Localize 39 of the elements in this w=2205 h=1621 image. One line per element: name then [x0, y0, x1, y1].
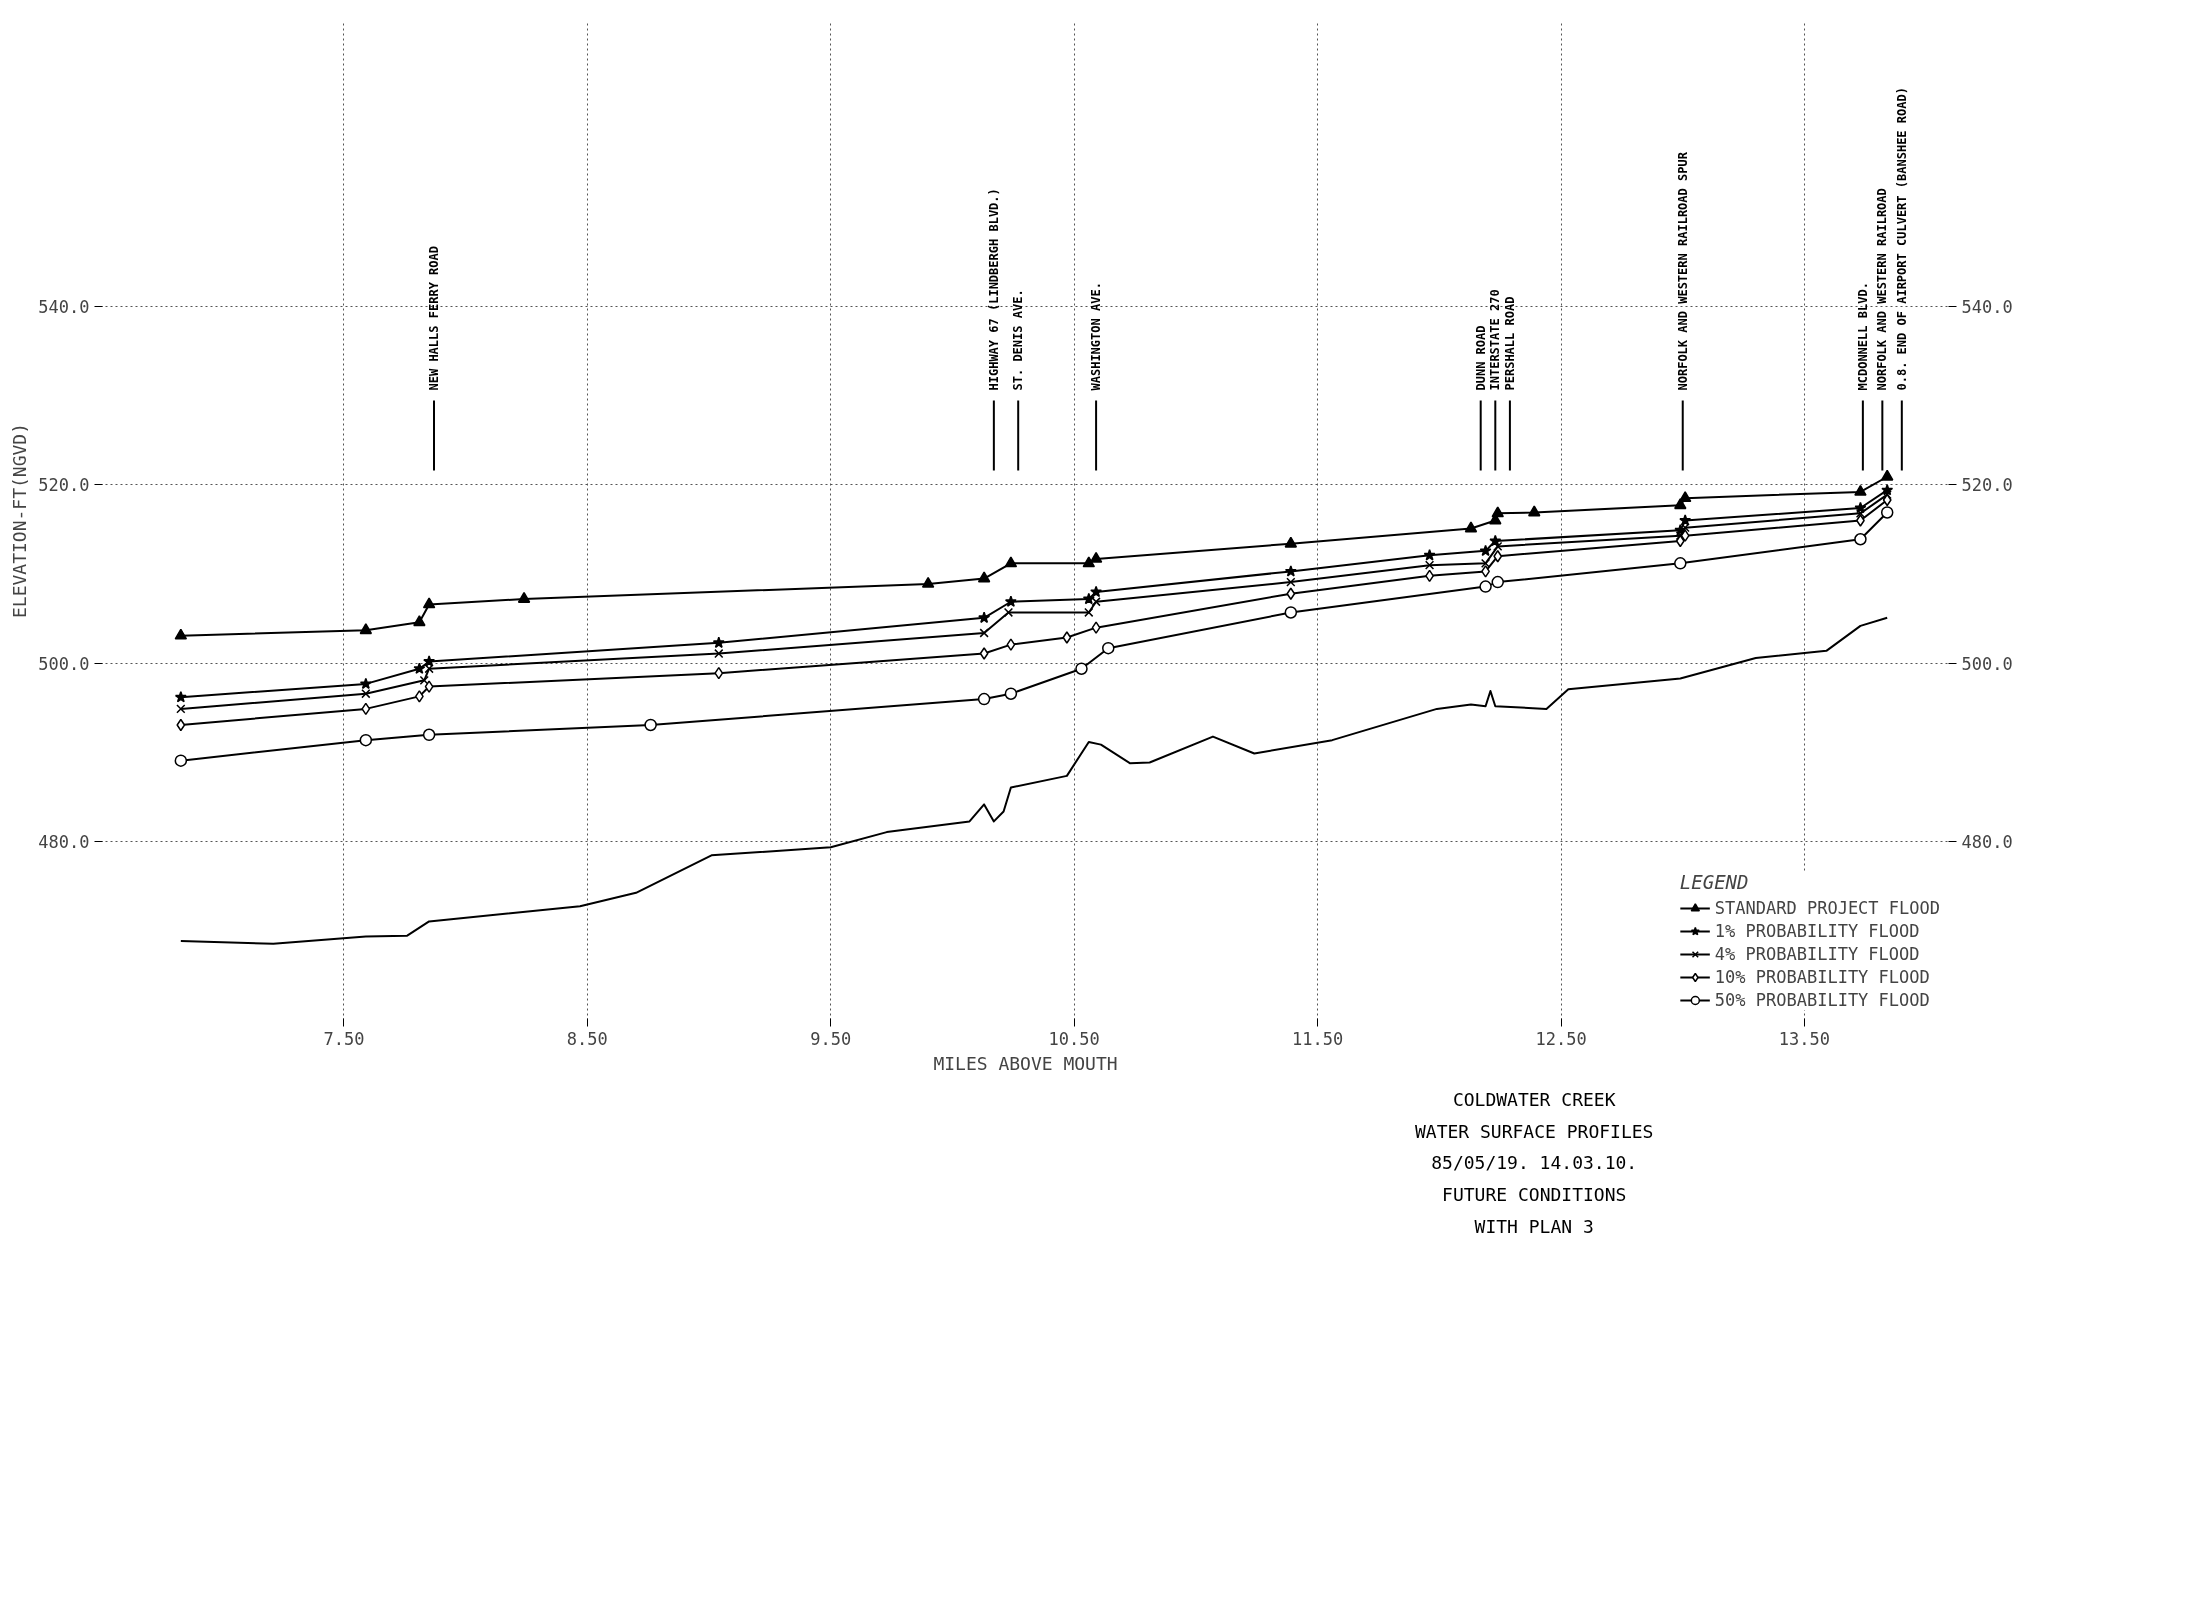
- x-tick-label: 8.50: [566, 1028, 608, 1049]
- x-tick-label: 12.50: [1535, 1028, 1587, 1049]
- x-tick-label: 7.50: [323, 1028, 365, 1049]
- ref-line-label: NEW HALLS FERRY ROAD: [426, 246, 441, 391]
- text: WITH PLAN 3: [1473, 1214, 1595, 1239]
- ref-line-label: PERSHALL ROAD: [1502, 296, 1517, 391]
- x-tick-label: 9.50: [810, 1028, 852, 1049]
- ref-line-label: NORFOLK AND WESTERN RAILROAD SPUR: [1675, 151, 1690, 391]
- text: WATER SURFACE PROFILES: [1415, 1119, 1654, 1144]
- text: 85/05/19. 14.03.10.: [1430, 1151, 1639, 1176]
- legend-label: 1% PROBABILITY FLOOD: [1714, 921, 1920, 941]
- legend-label: 50% PROBABILITY FLOOD: [1714, 990, 1930, 1010]
- legend-title: LEGEND: [1679, 871, 1750, 893]
- ref-line-label: INTERSTATE 270: [1488, 289, 1503, 391]
- y2-tick-label: 520.0: [1961, 475, 2013, 496]
- x-tick-label: 11.50: [1292, 1028, 1344, 1049]
- ref-line-label: WASHINGTON AVE.: [1089, 282, 1104, 391]
- x-axis-title: MILES ABOVE MOUTH: [933, 1052, 1118, 1074]
- y-tick-label: 520.0: [38, 475, 90, 496]
- y-axis-title: ELEVATION-FT(NGVD): [9, 422, 31, 619]
- text: FUTURE CONDITIONS: [1441, 1183, 1628, 1208]
- ref-line-label: DUNN ROAD: [1473, 325, 1488, 391]
- y-tick-label: 540.0: [38, 296, 90, 317]
- ref-line-label: 0.8. END OF AIRPORT CULVERT (BANSHEE ROAD): [1894, 87, 1909, 391]
- ref-line-label: HIGHWAY 67 (LINDBERGH BLVD.): [986, 188, 1001, 391]
- y-tick-label: 500.0: [38, 653, 90, 674]
- y2-tick-label: 480.0: [1961, 832, 2013, 853]
- x-tick-label: 13.50: [1778, 1028, 1831, 1049]
- legend-label: 10% PROBABILITY FLOOD: [1714, 967, 1930, 987]
- ref-line-label: ST. DENIS AVE.: [1011, 289, 1026, 391]
- y-tick-label: 480.0: [38, 832, 90, 853]
- legend-label: 4% PROBABILITY FLOOD: [1714, 944, 1920, 964]
- x-tick-label: 10.50: [1048, 1028, 1100, 1049]
- ref-line-label: NORFOLK AND WESTERN RAILROAD: [1875, 188, 1890, 391]
- legend-label: STANDARD PROJECT FLOOD: [1714, 898, 1940, 918]
- y2-tick-label: 500.0: [1961, 653, 2013, 674]
- text: COLDWATER CREEK: [1451, 1088, 1617, 1112]
- ref-line-label: MCDONNELL BLVD.: [1855, 282, 1870, 391]
- y2-tick-label: 540.0: [1961, 296, 2013, 317]
